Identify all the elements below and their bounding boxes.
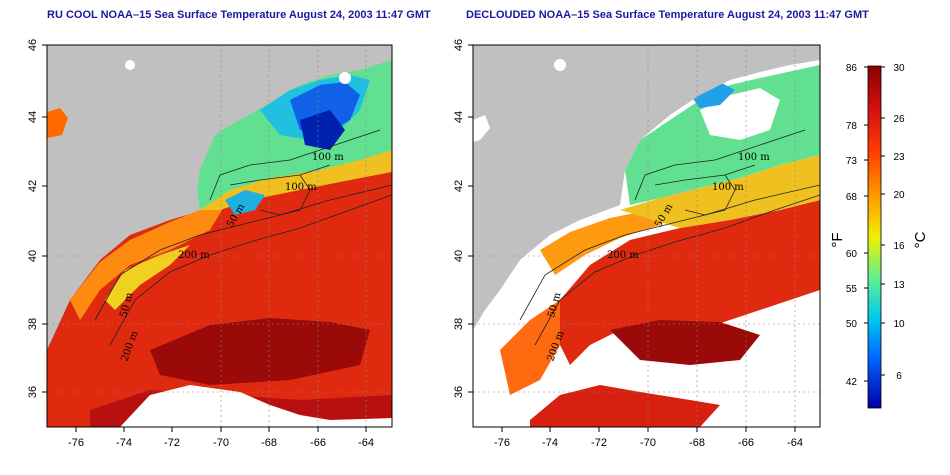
x-tick-label: -74	[116, 437, 132, 449]
x-tick-label: -72	[164, 437, 180, 449]
celsius-tick-label: 6	[896, 371, 902, 382]
celsius-tick-label: 20	[893, 190, 905, 201]
celsius-tick-label: 16	[893, 241, 905, 252]
gulf-stream-core	[150, 318, 370, 385]
coastline	[47, 45, 392, 345]
y-tick-label: 40	[27, 250, 39, 262]
contour-label: 200 m	[607, 250, 639, 261]
gulf-stream-core	[610, 320, 760, 365]
fahrenheit-tick-label: 78	[846, 121, 858, 132]
fahrenheit-tick-label: 55	[846, 284, 858, 295]
x-tick-label: -70	[640, 437, 656, 449]
x-tick-label: -64	[787, 437, 803, 449]
y-tick-label: 38	[27, 318, 39, 330]
graticule	[47, 45, 392, 427]
celsius-tick-label: 13	[893, 280, 905, 291]
y-tick-label: 44	[453, 111, 465, 123]
fahrenheit-tick-label: 42	[846, 377, 858, 388]
fahrenheit-tick-label: 68	[846, 192, 858, 203]
y-tick-label: 40	[453, 250, 465, 262]
coastal-band	[70, 205, 225, 320]
x-tick-label: -70	[213, 437, 229, 449]
y-tick-label: 36	[27, 386, 39, 398]
fahrenheit-tick-label: 50	[846, 319, 858, 330]
y-tick-label: 38	[453, 318, 465, 330]
left-map-title: RU COOL NOAA–15 Sea Surface Temperature …	[47, 9, 431, 21]
left-map-frame	[46, 44, 393, 428]
y-tick-label: 42	[27, 180, 39, 192]
bathymetry-contours	[94, 129, 392, 346]
contour-label: 100 m	[312, 152, 344, 163]
x-tick-label: -66	[738, 437, 754, 449]
x-tick-label: -68	[261, 437, 277, 449]
right-map-frame	[472, 44, 821, 428]
contour-label: 100 m	[712, 182, 744, 193]
cloud-patch	[120, 385, 392, 427]
graticule	[473, 45, 820, 427]
x-tick-label: -74	[542, 437, 558, 449]
fahrenheit-label: °F	[829, 232, 846, 247]
y-tick-label: 44	[27, 111, 39, 123]
y-tick-label: 36	[453, 386, 465, 398]
celsius-tick-label: 23	[893, 152, 905, 163]
bathymetry-contours	[519, 129, 820, 346]
fahrenheit-tick-label: 73	[846, 156, 858, 167]
contour-label: 100 m	[738, 152, 770, 163]
contour-label: 100 m	[285, 182, 317, 193]
x-tick-label: -72	[591, 437, 607, 449]
x-tick-label: -66	[310, 437, 326, 449]
contour-label: 200 m	[178, 250, 210, 261]
axis-ticks: -76 -74 -72 -70 -68 -66 -64 46 44 42 40 38 36 -76 -74 -…	[27, 39, 803, 449]
fahrenheit-tick-label: 60	[846, 249, 858, 260]
y-tick-label: 46	[27, 39, 39, 51]
y-tick-label: 42	[453, 180, 465, 192]
coastline	[473, 45, 820, 330]
x-tick-label: -68	[689, 437, 705, 449]
left-map: 100 m 100 m 50 m 200 m 50 m 200 m	[47, 45, 392, 427]
celsius-label: °C	[912, 231, 929, 248]
y-tick-label: 46	[453, 39, 465, 51]
x-tick-label: -76	[68, 437, 84, 449]
celsius-tick-label: 10	[893, 319, 905, 330]
right-map-title: DECLOUDED NOAA–15 Sea Surface Temperatur…	[466, 9, 869, 21]
celsius-tick-label: 26	[893, 114, 905, 125]
x-tick-label: -64	[358, 437, 374, 449]
x-tick-label: -76	[494, 437, 510, 449]
colorbar	[867, 65, 882, 409]
fahrenheit-tick-label: 86	[846, 63, 858, 74]
colorbar-ticks: 86 78 73 68 60 55 50 42 30 26 23 20 16 13 10 6	[846, 63, 905, 388]
celsius-tick-label: 30	[893, 63, 905, 74]
right-map: 100 m 100 m 50 m 200 m 50 m 200 m	[473, 45, 820, 427]
